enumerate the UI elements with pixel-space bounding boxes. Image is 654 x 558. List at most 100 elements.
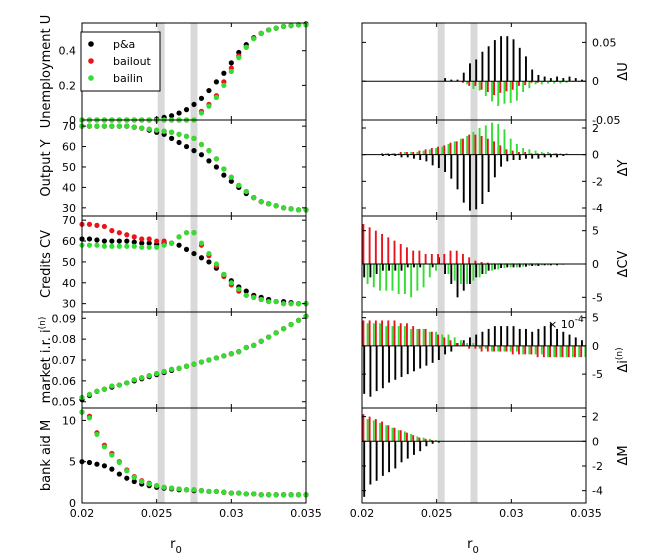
delta-i-bar-bailin-9 (422, 328, 425, 346)
bank-aid-point-bailin-17 (206, 488, 212, 495)
delta-m-bar-pa-7 (406, 441, 409, 459)
credits-point-bailin-27 (281, 301, 287, 307)
output-point-pa-20 (228, 178, 234, 184)
market-ir-ytick-label-4: 0.09 (52, 312, 77, 325)
credits-point-pa-5 (116, 238, 122, 244)
delta-y-bar-bailout-9 (418, 150, 421, 155)
delta-i-bar-bailout-26 (524, 345, 527, 355)
credits-band-1 (190, 216, 198, 312)
bank-aid-point-bailin-9 (146, 481, 152, 487)
delta-cv-bar-bailin-14 (453, 264, 456, 281)
delta-u-bar-bailout-28 (536, 81, 539, 83)
delta-m-bar-bailout-0 (362, 414, 365, 442)
delta-m-bar-bailin-10 (428, 438, 431, 442)
delta-y-bar-bailin-28 (540, 152, 543, 155)
credits-ytick-label-1: 40 (62, 277, 76, 290)
delta-y-band-1 (470, 120, 478, 216)
delta-cv-bar-bailout-4 (387, 237, 390, 264)
unemployment-band-0 (157, 23, 165, 120)
delta-m-ytick-label-1: 0 (592, 435, 599, 448)
delta-i-bar-bailin-13 (447, 334, 450, 346)
credits-point-bailin-26 (273, 298, 279, 305)
delta-i-bar-pa-26 (525, 328, 527, 346)
delta-i-bar-pa-12 (437, 345, 440, 360)
unemployment-point-bailin-23 (251, 35, 257, 42)
delta-y-bar-bailout-5 (393, 153, 396, 155)
delta-cv-bar-pa-11 (431, 264, 434, 268)
legend: p&a bailout bailin (80, 31, 161, 92)
delta-i-bar-pa-20 (487, 328, 490, 346)
delta-m-bar-bailin-11 (435, 440, 437, 442)
delta-y-bar-bailin-9 (422, 150, 425, 155)
delta-cv-bar-pa-15 (456, 264, 459, 298)
bank-aid-point-pa-6 (124, 475, 130, 481)
unemployment-point-pa-13 (176, 110, 182, 116)
delta-u-bar-bailin-25 (522, 81, 525, 93)
delta-y-bar-pa-31 (556, 154, 559, 158)
delta-cv-bar-bailin-21 (497, 264, 500, 270)
delta-y-ytick-label-1: 0 (592, 149, 599, 162)
delta-y-bar-pa-20 (487, 154, 490, 192)
legend-marker-bailout (88, 58, 94, 64)
delta-y-bar-bailout-30 (549, 153, 552, 155)
delta-cv-bar-pa-3 (381, 264, 384, 271)
legend-box (80, 31, 161, 92)
output-point-pa-18 (213, 164, 219, 170)
delta-cv-bar-bailin-24 (515, 264, 518, 268)
delta-m-bar-bailout-7 (406, 432, 408, 442)
credits-ytick-label-4: 70 (62, 214, 76, 227)
delta-i-ylabel: Δi(n) (615, 347, 631, 372)
credits-ylabel: Credits CV (39, 230, 54, 298)
credits-point-bailin-4 (109, 243, 115, 249)
delta-u-bar-bailin-21 (497, 81, 500, 107)
output-point-bailin-4 (109, 123, 115, 129)
unemployment-ytick-label-0: 0 (69, 114, 76, 127)
delta-i-ytick-label-2: -5 (592, 368, 603, 381)
market-ir-band-0 (157, 312, 165, 408)
unemployment-point-pa-16 (198, 95, 205, 101)
delta-u-bar-pa-32 (562, 78, 565, 82)
market-ir-point-bailin-3 (101, 386, 107, 392)
delta-cv-bar-pa-29 (543, 264, 546, 266)
delta-cv-bar-bailin-23 (509, 264, 512, 268)
delta-u-bar-pa-26 (525, 56, 527, 82)
delta-m-bar-bailout-5 (393, 427, 396, 442)
bank-aid-point-bailin-26 (273, 492, 279, 498)
delta-cv-bar-bailin-15 (459, 264, 462, 284)
delta-u-bar-bailout-24 (511, 81, 514, 90)
bank-aid-point-bailin-10 (154, 483, 160, 489)
delta-y-bar-pa-17 (469, 154, 471, 211)
delta-i-bar-bailout-6 (399, 323, 402, 346)
delta-y-bar-bailin-11 (435, 148, 437, 155)
delta-cv-bar-bailout-18 (474, 260, 477, 264)
output-point-bailin-27 (281, 205, 287, 211)
credits-point-bailin-16 (198, 240, 205, 246)
delta-y-bar-bailin-22 (503, 129, 506, 155)
delta-u-bar-pa-27 (531, 69, 534, 82)
delta-i-bar-bailout-23 (505, 345, 508, 352)
delta-y-ytick-label-3: -4 (592, 202, 603, 215)
delta-y-bar-bailout-11 (430, 148, 433, 155)
bank-aid-point-bailin-29 (295, 492, 302, 498)
delta-u-bar-bailout-25 (518, 81, 520, 86)
delta-cv-bar-pa-26 (525, 264, 527, 267)
delta-i-bar-pa-28 (537, 328, 540, 346)
delta-cv-bar-bailin-11 (435, 264, 437, 271)
market-ir-point-bailin-19 (221, 353, 227, 359)
credits-point-bailout-9 (146, 236, 152, 242)
delta-y-bar-bailout-15 (455, 141, 458, 155)
legend-label-pa: p&a (113, 38, 135, 51)
delta-cv-bar-bailin-2 (379, 264, 381, 291)
delta-m-bar-pa-1 (369, 441, 372, 485)
credits-point-bailin-8 (139, 244, 145, 250)
credits-point-pa-16 (198, 255, 205, 261)
delta-cv-bar-bailin-1 (372, 264, 375, 288)
market-ir-point-bailin-5 (116, 382, 122, 388)
delta-y-bar-bailin-30 (553, 153, 556, 155)
delta-i-bar-bailin-24 (515, 345, 518, 352)
delta-cv-bar-bailout-17 (468, 257, 471, 264)
output-point-bailin-20 (228, 174, 234, 180)
delta-cv-bar-pa-5 (394, 264, 397, 271)
unemployment-point-bailin-19 (221, 82, 227, 88)
